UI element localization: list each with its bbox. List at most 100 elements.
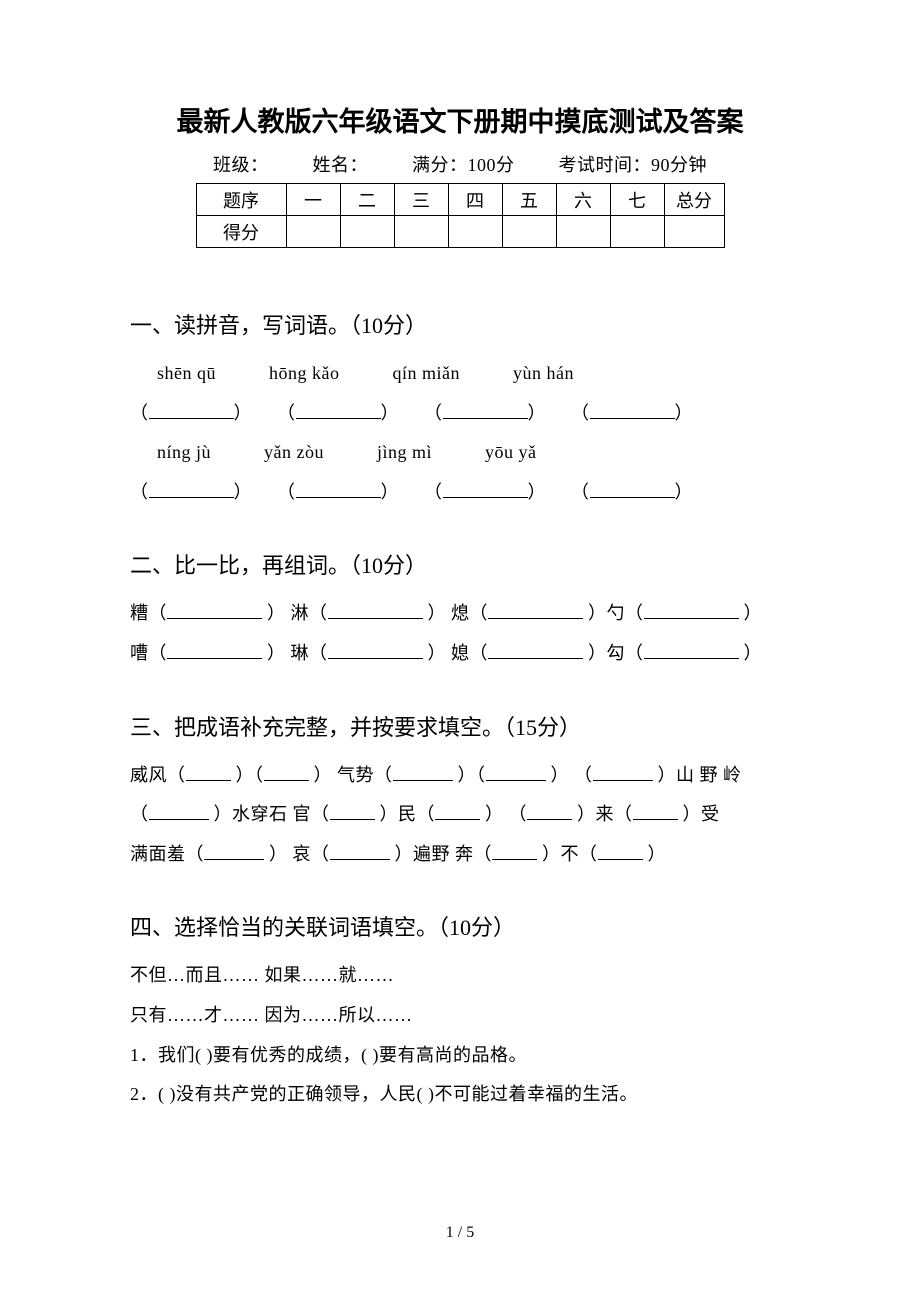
col-header: 四 [448,184,502,216]
table-row: 题序 一 二 三 四 五 六 七 总分 [196,184,724,216]
pinyin-word: jìng mì [377,442,432,462]
frag: ）受 [683,804,720,824]
frag: ）勾（ [588,643,644,663]
fill-blank[interactable] [443,480,528,498]
fill-blank[interactable] [167,601,262,619]
fill-blank[interactable] [598,842,643,860]
fill-blank[interactable] [488,601,583,619]
fill-blank[interactable] [590,401,675,419]
col-header: 六 [556,184,610,216]
fill-blank[interactable] [393,763,453,781]
fill-blank[interactable] [167,641,262,659]
frag: ） （ [551,765,593,785]
frag: ） 熄（ [428,603,489,623]
fill-blank[interactable] [186,763,231,781]
section-1-heading: 一、读拼音，写词语。（10分） [130,308,790,340]
col-header: 七 [610,184,664,216]
pinyin-word: níng jù [157,442,211,462]
fill-blank[interactable] [443,401,528,419]
pinyin-word: hōng kǎo [269,363,340,383]
frag: 嘈（ [130,643,167,663]
frag: 满面羞（ [130,844,204,864]
fill-blank[interactable] [330,802,375,820]
fill-blank[interactable] [593,763,653,781]
pinyin-word: yōu yǎ [485,442,537,462]
frag: ） 哀（ [269,844,330,864]
pinyin-word: shēn qū [157,363,216,383]
frag: ） 媳（ [428,643,489,663]
class-label: 班级： [213,155,269,175]
fill-blank[interactable] [328,601,423,619]
fill-blank[interactable] [590,480,675,498]
frag: （ [130,804,149,824]
name-label: 姓名： [313,155,369,175]
pinyin-word: yùn hán [513,363,574,383]
section-2-heading: 二、比一比，再组词。（10分） [130,548,790,580]
frag: ）（ [458,765,486,785]
idiom-row: 威风（ ）（ ） 气势（ ）（ ） （ ）山 野 岭 [130,756,790,796]
fill-blank[interactable] [330,842,390,860]
col-header: 二 [340,184,394,216]
question-line: 1．我们( )要有优秀的成绩，( )要有高尚的品格。 [130,1036,790,1076]
fill-blank[interactable] [149,802,209,820]
section-4-heading: 四、选择恰当的关联词语填空。（10分） [130,910,790,942]
fill-blank[interactable] [488,641,583,659]
frag: ） [744,643,763,663]
idiom-row: （ ）水穿石 官（ ）民（ ） （ ）来（ ）受 [130,795,790,835]
fill-blank[interactable] [296,480,381,498]
fill-blank[interactable] [435,802,480,820]
fill-blank[interactable] [264,763,309,781]
score-cell [502,216,556,248]
fill-blank[interactable] [644,641,739,659]
option-line: 不但…而且…… 如果……就…… [130,956,790,996]
score-cell [340,216,394,248]
frag: ） 淋（ [267,603,328,623]
score-table: 题序 一 二 三 四 五 六 七 总分 得分 [196,183,725,248]
info-line: 班级： 姓名： 满分：100分 考试时间：90分钟 [130,151,790,177]
fill-blank[interactable] [149,401,234,419]
pinyin-word: qín miǎn [393,363,461,383]
fill-blank[interactable] [527,802,572,820]
compare-row: 糟（ ） 淋（ ） 熄（ ）勺（ ） [130,594,790,634]
compare-row: 嘈（ ） 琳（ ） 媳（ ）勾（ ） [130,634,790,674]
question-line: 2．( )没有共产党的正确领导，人民( )不可能过着幸福的生活。 [130,1075,790,1115]
pinyin-row: níng jù yǎn zòu jìng mì yōu yǎ [130,433,790,473]
frag: ）来（ [577,804,633,824]
fill-blank[interactable] [204,842,264,860]
table-row: 得分 [196,216,724,248]
option-line: 只有……才…… 因为……所以…… [130,996,790,1036]
fill-blank[interactable] [486,763,546,781]
fill-blank[interactable] [644,601,739,619]
fill-blank[interactable] [149,480,234,498]
idiom-row: 满面羞（ ） 哀（ ）遍野 奔（ ）不（ ） [130,835,790,875]
fill-blank[interactable] [633,802,678,820]
frag: ） [744,603,763,623]
frag: ） （ [485,804,527,824]
blank-row: （） （） （） （） [130,394,790,434]
frag: ）水穿石 官（ [214,804,330,824]
score-cell [394,216,448,248]
col-header: 一 [286,184,340,216]
fill-blank[interactable] [296,401,381,419]
time-label: 考试时间：90分钟 [559,155,708,175]
col-header: 三 [394,184,448,216]
frag: ）民（ [380,804,436,824]
page-number: 1 / 5 [0,1224,920,1242]
frag: ） 气势（ [314,765,393,785]
full-score-label: 满分：100分 [412,155,515,175]
score-cell [664,216,724,248]
fill-blank[interactable] [328,641,423,659]
doc-title: 最新人教版六年级语文下册期中摸底测试及答案 [130,100,790,139]
section-3-heading: 三、把成语补充完整，并按要求填空。（15分） [130,710,790,742]
frag: ）遍野 奔（ [395,844,493,864]
frag: ） 琳（ [267,643,328,663]
fill-blank[interactable] [492,842,537,860]
score-cell [610,216,664,248]
score-cell [448,216,502,248]
frag: ）（ [236,765,264,785]
frag: 威风（ [130,765,186,785]
frag: ）勺（ [588,603,644,623]
frag: ）山 野 岭 [658,765,742,785]
score-cell [286,216,340,248]
frag: 糟（ [130,603,167,623]
